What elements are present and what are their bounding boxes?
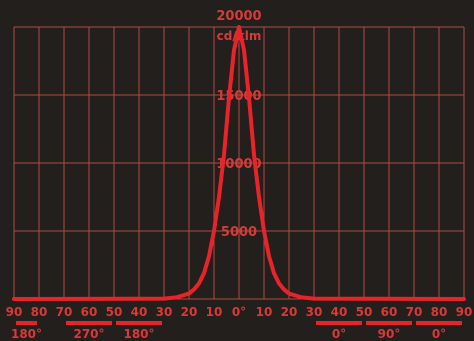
plane-label: 270° (73, 327, 104, 341)
x-tick-label: 40 (331, 305, 348, 319)
x-tick-label: 10 (206, 305, 223, 319)
plane-label: 180° (123, 327, 154, 341)
x-tick-label: 0° (232, 305, 246, 319)
plane-bar (116, 321, 162, 325)
y-tick-label: 5000 (221, 225, 257, 240)
x-tick-label: 30 (306, 305, 323, 319)
x-tick-label: 90 (6, 305, 23, 319)
x-tick-label: 70 (406, 305, 423, 319)
x-tick-label: 60 (381, 305, 398, 319)
x-tick-label: 70 (56, 305, 73, 319)
y-tick-label: 10000 (216, 157, 261, 172)
plane-label: 90° (378, 327, 401, 341)
x-tick-label: 40 (131, 305, 148, 319)
x-tick-label: 50 (356, 305, 373, 319)
plane-bar (316, 321, 362, 325)
plane-labels: 180° 270° 180° 0° 90° 0° (11, 321, 462, 341)
plane-label: 180° (11, 327, 42, 341)
x-tick-label: 20 (181, 305, 198, 319)
x-tick-label: 90 (456, 305, 473, 319)
intensity-curve (12, 25, 466, 301)
x-tick-label: 80 (31, 305, 48, 319)
x-tick-label: 80 (431, 305, 448, 319)
plane-label: 0° (432, 327, 446, 341)
plane-label: 0° (332, 327, 346, 341)
x-axis-labels: 90 80 70 60 50 40 30 20 10 0° 10 20 30 40 50 60 70 80 90 (6, 305, 473, 319)
plane-bar (416, 321, 462, 325)
x-tick-label: 20 (281, 305, 298, 319)
plane-bar (366, 321, 412, 325)
plane-bar (66, 321, 112, 325)
x-tick-label: 50 (106, 305, 123, 319)
x-tick-label: 60 (81, 305, 98, 319)
y-tick-label: 20000 (216, 9, 261, 24)
x-tick-label: 10 (256, 305, 273, 319)
y-tick-label: 15000 (216, 89, 261, 104)
x-tick-label: 30 (156, 305, 173, 319)
plane-bar (16, 321, 37, 325)
grid (13, 26, 465, 300)
